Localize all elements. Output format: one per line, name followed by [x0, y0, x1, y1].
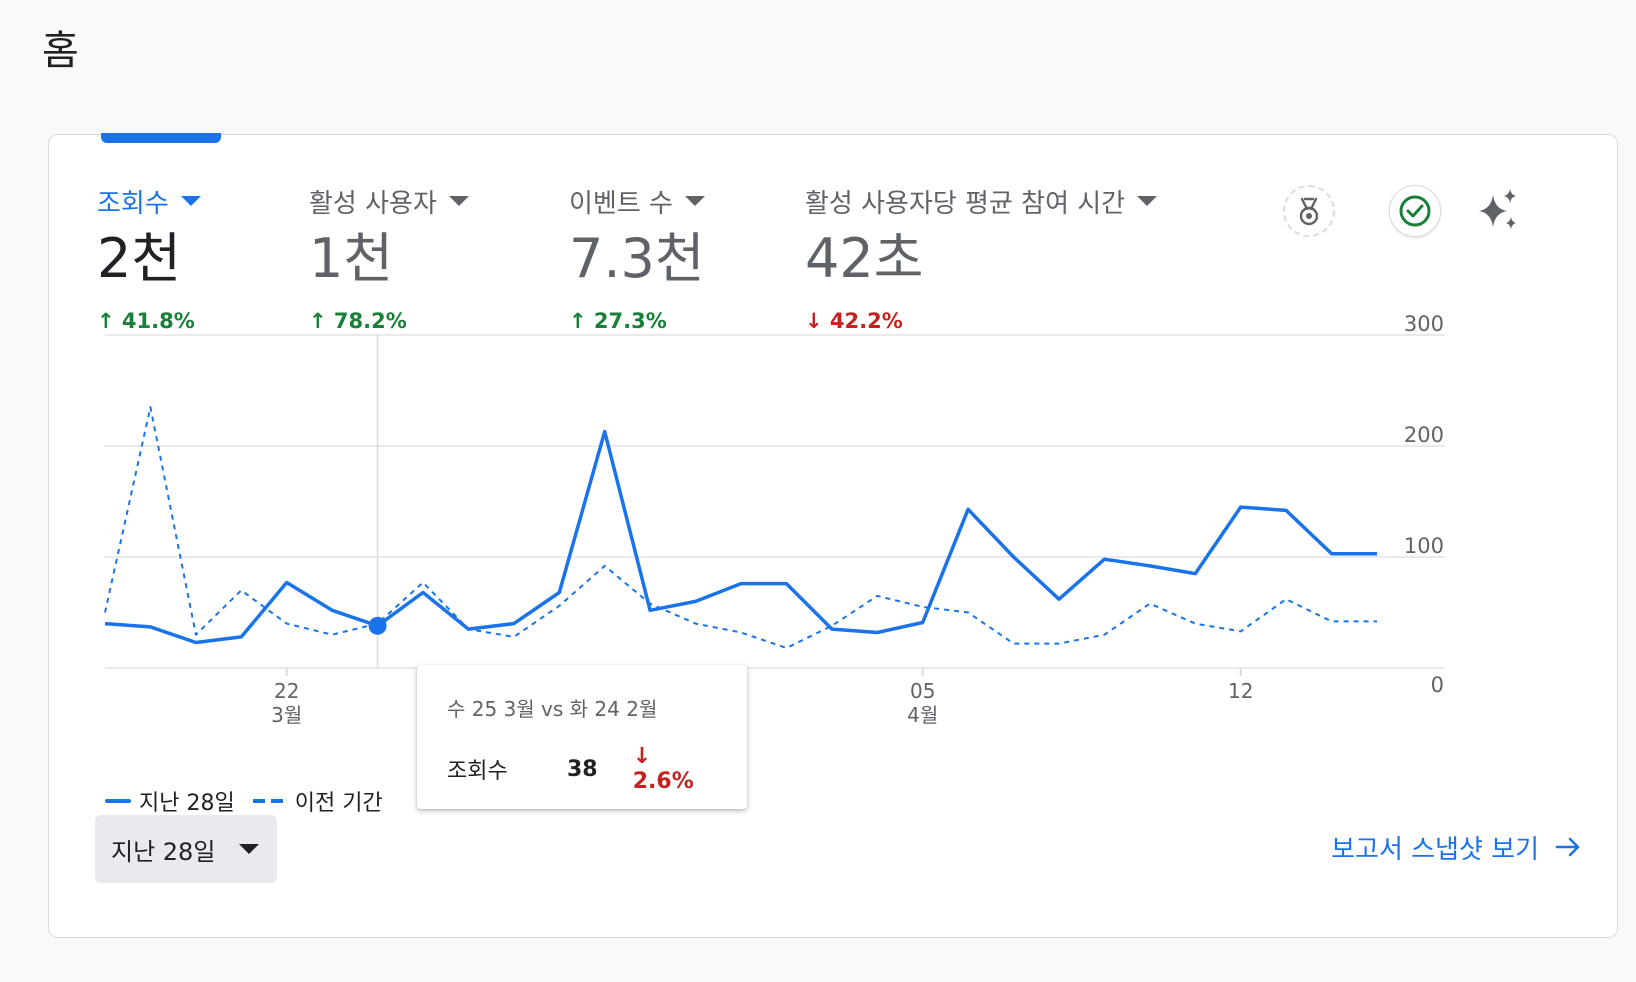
insights-medal-icon[interactable]: [1283, 185, 1335, 237]
tooltip-title: 수 25 3월 vs 화 24 2월: [447, 697, 658, 721]
y-tick-label: 300: [1404, 312, 1444, 336]
highlight-point: [368, 616, 387, 635]
metric-change: ↑ 41.8%: [97, 309, 195, 333]
date-range-select[interactable]: 지난 28일: [95, 815, 277, 883]
legend-previous-period: 이전 기간: [252, 785, 383, 817]
series-line-previous: [104, 406, 1377, 649]
legend-solid-swatch: [105, 799, 131, 803]
chart-legend: 지난 28일 이전 기간: [105, 785, 401, 817]
chart-tooltip: 수 25 3월 vs 화 24 2월 조회수 38 ↓ 2.6%: [417, 665, 747, 809]
metric-value: 1천: [309, 227, 394, 290]
metric-active-users-dropdown[interactable]: 활성 사용자: [309, 183, 469, 219]
tooltip-metric: 조회수: [447, 759, 508, 784]
arrow-down-icon: ↓: [805, 309, 823, 333]
home-overview-card: 조회수 2천 ↑ 41.8% 활성 사용자 1천 ↑ 78.2% 이벤트 수 7…: [48, 133, 1618, 938]
x-tick-day: 05: [910, 679, 935, 703]
metric-active-users[interactable]: 활성 사용자 1천 ↑ 78.2%: [309, 183, 469, 333]
x-tick-day: 22: [274, 679, 299, 703]
view-report-snapshot-link[interactable]: 보고서 스냅샷 보기: [1331, 827, 1583, 867]
arrow-up-icon: ↑: [309, 309, 327, 333]
caret-down-icon: [239, 844, 260, 854]
metric-value: 2천: [97, 227, 182, 290]
metric-label: 조회수: [97, 188, 169, 219]
active-tab-indicator: [101, 133, 221, 143]
y-tick-label: 200: [1404, 423, 1444, 447]
legend-current-period: 지난 28일: [105, 785, 235, 817]
caret-down-icon: [1137, 196, 1158, 206]
metric-views[interactable]: 조회수 2천 ↑ 41.8%: [97, 183, 201, 333]
legend-dashed-swatch: [252, 799, 285, 803]
metric-avg-engagement-dropdown[interactable]: 활성 사용자당 평균 참여 시간: [805, 183, 1158, 219]
arrow-up-icon: ↑: [97, 309, 115, 333]
metric-views-dropdown[interactable]: 조회수: [97, 183, 201, 219]
x-tick-day: 12: [1228, 679, 1253, 703]
tooltip-change: ↓ 2.6%: [632, 744, 694, 794]
metric-change: ↓ 42.2%: [805, 309, 903, 333]
arrow-right-icon: [1555, 837, 1580, 857]
tooltip-value: 38: [566, 756, 598, 782]
metric-change: ↑ 78.2%: [309, 309, 407, 333]
series-line-current: [104, 429, 1377, 645]
arrow-down-icon: ↓: [632, 744, 652, 769]
caret-down-icon: [448, 196, 469, 206]
x-tick-month: 3월: [271, 703, 302, 727]
metric-change: ↑ 27.3%: [569, 309, 667, 333]
x-tick-month: 4월: [907, 703, 938, 727]
caret-down-icon: [684, 196, 705, 206]
views-line-chart: 0100200300223월29054월12: [104, 312, 1445, 727]
metric-value: 7.3천: [569, 227, 705, 290]
metric-label: 이벤트 수: [569, 188, 673, 219]
metric-label: 활성 사용자당 평균 참여 시간: [805, 188, 1126, 219]
caret-down-icon: [180, 196, 201, 206]
arrow-up-icon: ↑: [569, 309, 587, 333]
check-circle-icon[interactable]: [1389, 185, 1441, 237]
report-link-label: 보고서 스냅샷 보기: [1331, 834, 1539, 865]
date-range-label: 지난 28일: [111, 837, 216, 866]
y-tick-label: 0: [1431, 673, 1444, 697]
metric-label: 활성 사용자: [309, 188, 437, 219]
metric-event-count[interactable]: 이벤트 수 7.3천 ↑ 27.3%: [569, 183, 705, 333]
y-tick-label: 100: [1404, 534, 1444, 558]
metric-avg-engagement[interactable]: 활성 사용자당 평균 참여 시간 42초 ↓ 42.2%: [805, 183, 1158, 333]
page-title: 홈: [42, 28, 79, 74]
sparkle-icon[interactable]: [1473, 185, 1521, 237]
metric-event-count-dropdown[interactable]: 이벤트 수: [569, 183, 705, 219]
metric-value: 42초: [805, 227, 924, 290]
